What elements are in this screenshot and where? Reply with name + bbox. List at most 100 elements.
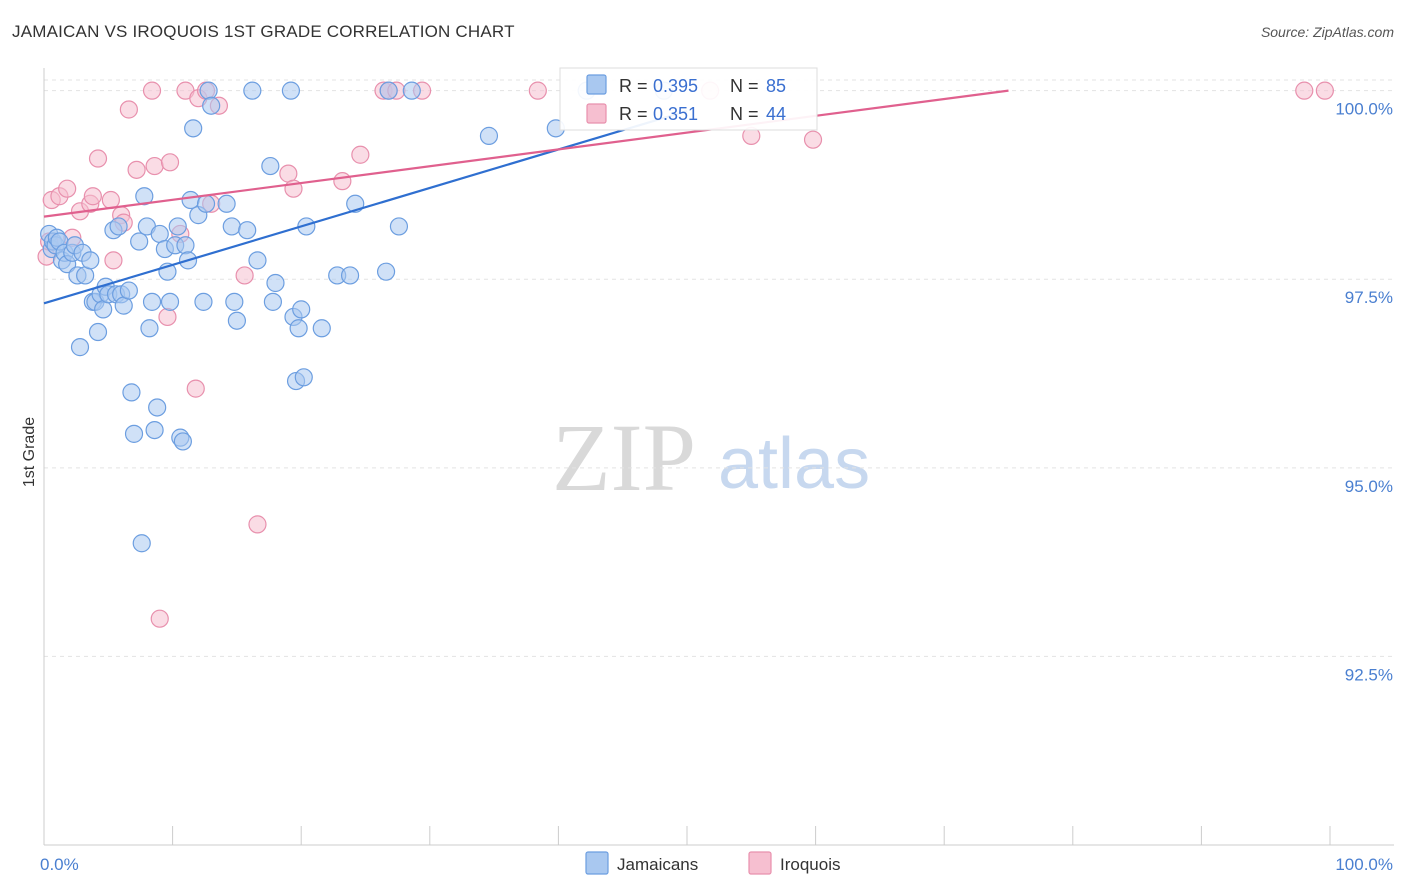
jamaicans-point [88, 322, 108, 342]
y-axis-label: 1st Grade [21, 417, 38, 487]
legend-label-iroquois: Iroquois [780, 855, 840, 874]
jamaicans-point [130, 232, 149, 251]
y-tick-label: 92.5% [1345, 665, 1393, 684]
jamaicans-point [266, 273, 285, 293]
jamaicans-point [227, 311, 246, 330]
y-tick-label: 100.0% [1335, 100, 1393, 119]
stats-n-value-iroquois: 44 [766, 104, 786, 124]
jamaicans-point [281, 81, 301, 100]
jamaicans-point [70, 338, 90, 357]
trend-lines [43, 89, 1009, 305]
iroquois-point [351, 145, 370, 164]
jamaicans-point [142, 292, 162, 311]
iroquois-point [1315, 81, 1334, 100]
jamaicans-point [292, 300, 311, 319]
stats-swatch-iroquois [586, 103, 607, 124]
jamaicans-point [238, 221, 257, 240]
iroquois-point [186, 379, 205, 398]
iroquois-point [119, 100, 138, 119]
source-credit: Source: ZipAtlas.com [1260, 24, 1394, 40]
jamaicans-point [124, 424, 144, 443]
jamaicans-point [168, 217, 187, 236]
jamaicans-point [479, 126, 499, 145]
stats-n-label-iroquois: N = [730, 104, 759, 124]
iroquois-point [127, 160, 146, 179]
jamaicans-point [194, 292, 213, 311]
jamaicans-point [119, 281, 138, 300]
jamaicans-point [181, 190, 200, 210]
jamaicans-point [135, 187, 154, 206]
legend-swatch-jamaicans [585, 851, 609, 875]
iroquois-point [235, 266, 254, 285]
jamaicans-point [150, 224, 169, 244]
iroquois-points [37, 81, 1334, 628]
y-tick-label: 97.5% [1345, 288, 1393, 307]
stats-r-label-jamaicans: R = [619, 76, 648, 96]
stats-box: R = 0.395 N = 85 R = 0.351 N = 44 [559, 67, 818, 131]
jamaicans-point [312, 319, 331, 338]
iroquois-point [248, 515, 267, 534]
jamaicans-point [389, 217, 409, 236]
jamaicans-point [202, 96, 221, 115]
legend-swatch-iroquois [748, 851, 772, 875]
jamaicans-point [109, 217, 128, 236]
iroquois-point [160, 153, 180, 172]
jamaicans-point [243, 81, 262, 100]
jamaicans-point [148, 398, 167, 417]
iroquois-point [142, 81, 162, 100]
jamaicans-point [222, 217, 241, 236]
iroquois-point [88, 149, 108, 168]
jamaicans-point [402, 81, 421, 100]
legend-label-jamaicans: Jamaicans [617, 855, 698, 874]
chart-title: JAMAICAN VS IROQUOIS 1ST GRADE CORRELATI… [12, 22, 515, 41]
jamaicans-trend-line [43, 109, 688, 305]
jamaicans-point [81, 251, 100, 270]
iroquois-point [58, 179, 77, 198]
iroquois-point [1295, 81, 1314, 100]
jamaicans-point [217, 194, 236, 213]
iroquois-point [803, 130, 823, 149]
iroquois-point [145, 156, 164, 176]
iroquois-point [101, 190, 120, 210]
iroquois-trend-line [43, 89, 1009, 218]
jamaicans-point [145, 420, 164, 440]
jamaicans-point [376, 262, 396, 281]
jamaicans-point [122, 383, 141, 402]
y-tick-label: 95.0% [1345, 477, 1393, 496]
jamaicans-point [263, 292, 283, 311]
jamaicans-point [225, 292, 244, 311]
jamaicans-point [184, 119, 203, 138]
stats-swatch-jamaicans [586, 74, 607, 95]
iroquois-point [279, 164, 298, 183]
jamaicans-point [140, 319, 159, 338]
stats-r-value-iroquois: 0.351 [653, 104, 698, 124]
legend: Jamaicans Iroquois [585, 851, 840, 875]
jamaicans-point [379, 81, 398, 100]
jamaicans-point [160, 292, 180, 311]
jamaicans-point [196, 194, 216, 213]
jamaicans-point [114, 296, 133, 315]
iroquois-point [83, 187, 102, 206]
jamaicans-point [294, 368, 313, 387]
x-tick-label: 0.0% [40, 855, 79, 874]
gridlines [44, 79, 1394, 657]
jamaicans-point [289, 319, 308, 338]
stats-r-value-jamaicans: 0.395 [653, 76, 698, 96]
jamaicans-point [173, 432, 192, 451]
jamaicans-point [340, 266, 360, 285]
jamaicans-points [40, 81, 673, 553]
iroquois-point [158, 307, 177, 327]
axes: 100.0% 97.5% 95.0% 92.5% 0.0% 100.0% [40, 68, 1394, 874]
jamaicans-point [132, 534, 151, 553]
jamaicans-point [248, 251, 267, 270]
iroquois-point [150, 609, 169, 628]
jamaicans-point [76, 266, 95, 285]
x-tick-label: 100.0% [1335, 855, 1393, 874]
stats-n-label-jamaicans: N = [730, 76, 759, 96]
stats-n-value-jamaicans: 85 [766, 76, 786, 96]
iroquois-point [528, 81, 547, 100]
iroquois-point [104, 251, 123, 270]
watermark-zip: ZIP [552, 404, 696, 511]
jamaicans-point [176, 236, 195, 255]
